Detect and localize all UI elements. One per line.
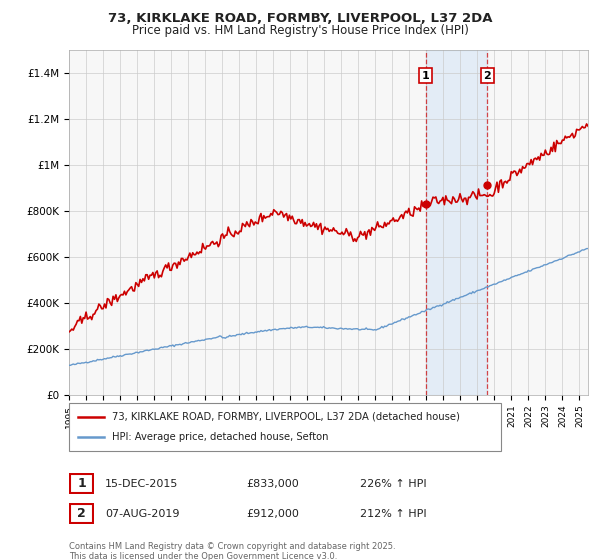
- Text: 1: 1: [422, 71, 430, 81]
- Text: 226% ↑ HPI: 226% ↑ HPI: [360, 479, 427, 489]
- Text: Contains HM Land Registry data © Crown copyright and database right 2025.
This d: Contains HM Land Registry data © Crown c…: [69, 542, 395, 560]
- Text: Price paid vs. HM Land Registry's House Price Index (HPI): Price paid vs. HM Land Registry's House …: [131, 24, 469, 36]
- Text: 15-DEC-2015: 15-DEC-2015: [105, 479, 178, 489]
- FancyBboxPatch shape: [69, 403, 501, 451]
- Text: £833,000: £833,000: [246, 479, 299, 489]
- Text: 212% ↑ HPI: 212% ↑ HPI: [360, 509, 427, 519]
- Text: £912,000: £912,000: [246, 509, 299, 519]
- Text: HPI: Average price, detached house, Sefton: HPI: Average price, detached house, Seft…: [112, 432, 329, 442]
- Text: 2: 2: [484, 71, 491, 81]
- FancyBboxPatch shape: [70, 474, 93, 493]
- Text: 1: 1: [77, 477, 86, 491]
- Text: 07-AUG-2019: 07-AUG-2019: [105, 509, 179, 519]
- Bar: [425, 50, 487, 395]
- FancyBboxPatch shape: [70, 504, 93, 523]
- Text: 73, KIRKLAKE ROAD, FORMBY, LIVERPOOL, L37 2DA: 73, KIRKLAKE ROAD, FORMBY, LIVERPOOL, L3…: [108, 12, 492, 25]
- Text: 73, KIRKLAKE ROAD, FORMBY, LIVERPOOL, L37 2DA (detached house): 73, KIRKLAKE ROAD, FORMBY, LIVERPOOL, L3…: [112, 412, 460, 422]
- Text: 2: 2: [77, 507, 86, 520]
